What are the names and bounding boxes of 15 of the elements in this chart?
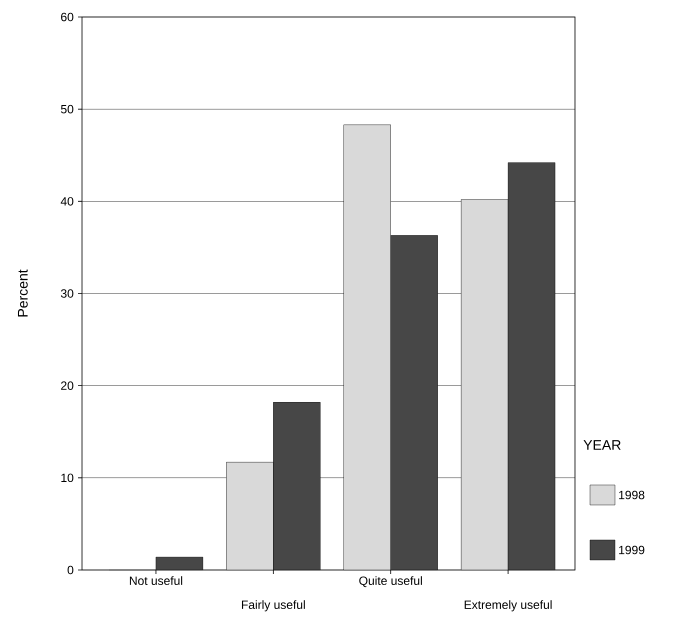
y-tick-label: 0 [68,566,74,574]
x-tick-label: Not useful [130,576,182,585]
y-tick-label: 40 [60,197,74,206]
y-tick-label: 60 [61,12,74,22]
y-tick-label: 50 [60,104,74,114]
legend-label: 1998 [619,490,644,500]
y-tick-label: 20 [61,381,74,390]
y-axis-title: Percent [18,269,28,316]
legend-title: YEAR [584,440,621,450]
y-tick-label: 10 [61,474,74,482]
x-tick-label: Quite useful [359,576,422,588]
x-tick-label: Extremely useful [464,600,552,612]
legend-label: 1999 [619,546,644,554]
y-tick-label: 30 [60,289,74,298]
x-tick-label: Fairly useful [242,600,305,612]
